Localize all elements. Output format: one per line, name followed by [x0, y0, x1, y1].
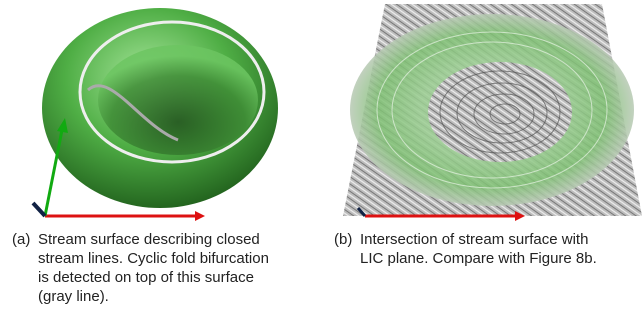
caption-label: (a) — [12, 230, 38, 306]
caption-text: Intersection of stream surface with LIC … — [360, 230, 610, 268]
caption-text: Stream surface describing closed stream … — [38, 230, 270, 306]
image-a — [33, 8, 278, 221]
caption-label: (b) — [334, 230, 360, 268]
figure-images — [0, 0, 644, 226]
caption-a: (a) Stream surface describing closed str… — [12, 230, 270, 306]
image-b — [343, 4, 642, 221]
caption-b: (b) Intersection of stream surface with … — [334, 230, 610, 268]
page: (a) Stream surface describing closed str… — [0, 0, 644, 330]
